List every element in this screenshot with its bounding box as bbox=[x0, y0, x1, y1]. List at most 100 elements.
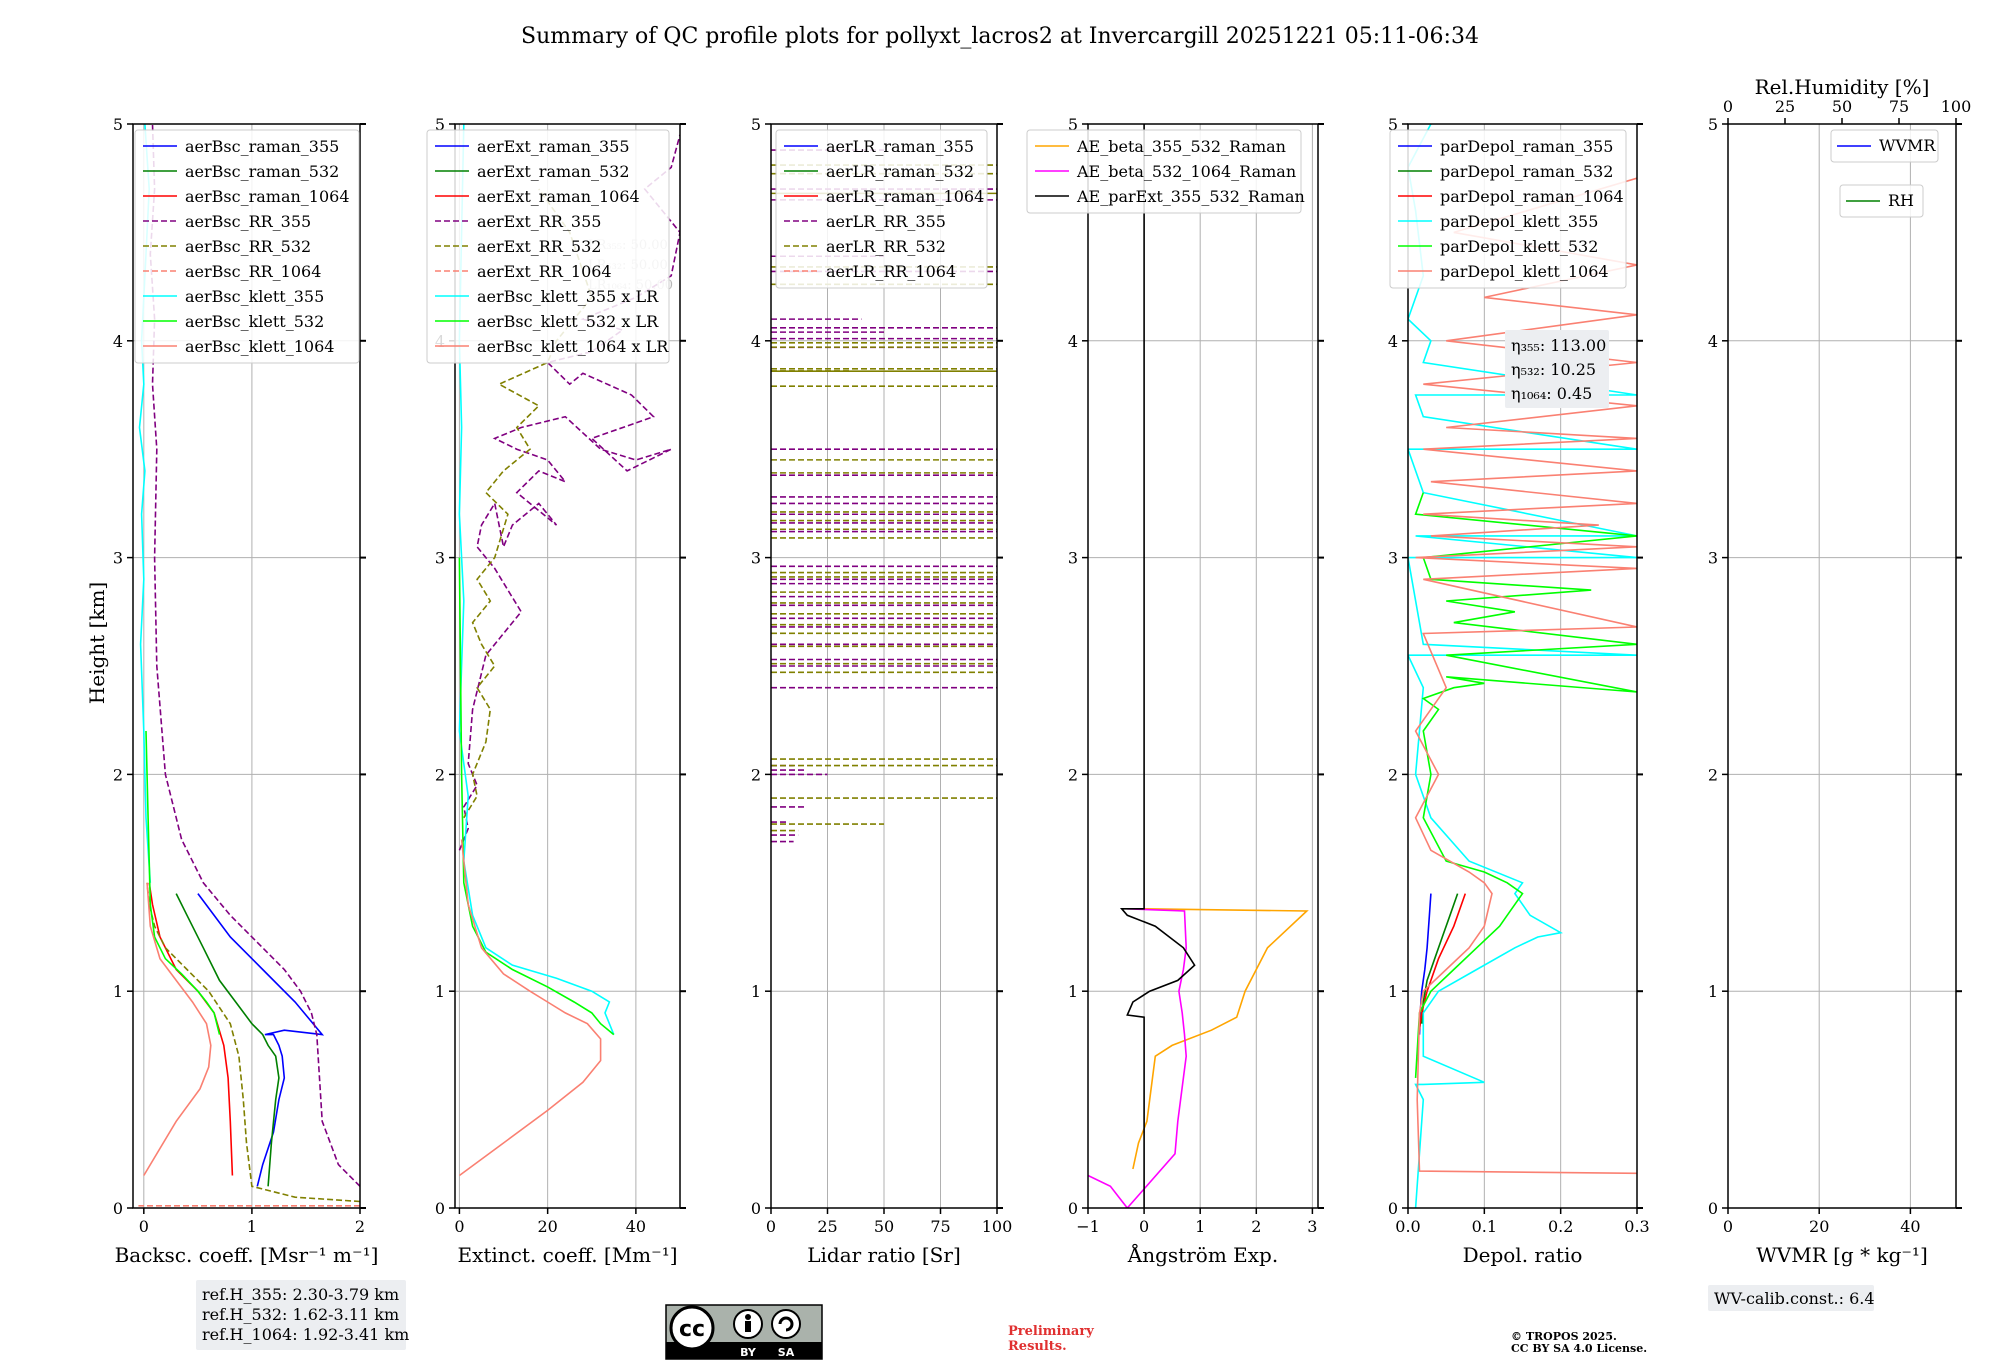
axes-frame bbox=[1727, 123, 1957, 1209]
x-tick-label: 20 bbox=[1809, 1217, 1829, 1236]
ref-h-1064: ref.H_1064: 1.92-3.41 km bbox=[202, 1325, 409, 1344]
eta-annotation: η₃₅₅: 113.00 bbox=[1511, 336, 1606, 355]
y-tick-label: 0 bbox=[1708, 1199, 1718, 1218]
series-line bbox=[148, 882, 234, 1176]
x-tick-label: 50 bbox=[874, 1217, 894, 1236]
legend-label: aerLR_RR_532 bbox=[826, 237, 946, 256]
series-line bbox=[1414, 177, 1637, 1175]
legend-label: RH bbox=[1888, 191, 1914, 210]
legend-label: parDepol_klett_1064 bbox=[1440, 262, 1609, 281]
panel-3: 0 25 50 75 100 0 1 2 3 4 5 Lidar ratio [Sr] aerLR_ra… bbox=[751, 115, 1012, 1267]
legend-label: aerLR_raman_1064 bbox=[826, 187, 984, 206]
legend-label: aerExt_raman_532 bbox=[477, 162, 630, 181]
legend-label: parDepol_raman_532 bbox=[1440, 162, 1613, 181]
x-tick-label: 100 bbox=[982, 1217, 1013, 1236]
top-x-tick-label: 0 bbox=[1723, 97, 1733, 116]
figure-title: Summary of QC profile plots for pollyxt_… bbox=[521, 24, 1479, 49]
legend-label: aerBsc_RR_1064 bbox=[185, 262, 321, 281]
y-tick-label: 1 bbox=[1388, 982, 1398, 1001]
x-tick-label: 0.1 bbox=[1472, 1217, 1497, 1236]
y-tick-label: 0 bbox=[1388, 1199, 1398, 1218]
x-tick-label: 0 bbox=[1723, 1217, 1733, 1236]
copyright-label: © TROPOS 2025. bbox=[1511, 1330, 1617, 1343]
top-x-axis-label: Rel.Humidity [%] bbox=[1755, 75, 1930, 99]
x-tick-label: 2 bbox=[355, 1217, 365, 1236]
x-tick-label: 0.0 bbox=[1395, 1217, 1420, 1236]
y-tick-label: 2 bbox=[751, 765, 761, 784]
y-tick-label: 5 bbox=[1068, 115, 1078, 134]
series-line bbox=[145, 730, 221, 1035]
preliminary-label: Preliminary bbox=[1008, 1324, 1094, 1339]
y-tick-label: 4 bbox=[1068, 332, 1078, 351]
y-tick-label: 4 bbox=[751, 332, 761, 351]
legend-label: AE_parExt_355_532_Raman bbox=[1076, 187, 1305, 206]
depol-annotation-box bbox=[1505, 330, 1609, 408]
y-tick-label: 2 bbox=[1388, 765, 1398, 784]
panel-6: 0 20 40 0 1 2 3 4 5 WVMR [g * kg⁻¹] 0 25 50 75 100 Rel.… bbox=[1708, 75, 1971, 1267]
y-tick-label: 3 bbox=[1388, 549, 1398, 568]
x-tick-label: 1 bbox=[1195, 1217, 1205, 1236]
x-tick-label: 2 bbox=[1251, 1217, 1261, 1236]
y-tick-label: 4 bbox=[1708, 332, 1718, 351]
axes-frame bbox=[1407, 123, 1638, 1209]
top-x-tick-label: 100 bbox=[1941, 97, 1972, 116]
y-tick-label: 5 bbox=[751, 115, 761, 134]
x-tick-label: 40 bbox=[626, 1217, 646, 1236]
series-line bbox=[175, 893, 280, 1187]
x-tick-label: 0 bbox=[139, 1217, 149, 1236]
legend-box bbox=[1026, 129, 1302, 214]
series-line bbox=[1088, 908, 1188, 1208]
x-tick-label: 0 bbox=[1139, 1217, 1149, 1236]
axes-frame bbox=[1087, 123, 1319, 1209]
legend-label: AE_beta_532_1064_Raman bbox=[1076, 162, 1296, 181]
series-line bbox=[143, 882, 212, 1176]
legend: aerLR_raman_355 aerLR_raman_532 aerLR_rama… bbox=[775, 129, 988, 289]
sa-icon bbox=[771, 1309, 801, 1339]
y-tick-label: 2 bbox=[113, 765, 123, 784]
legend-box bbox=[426, 129, 670, 364]
y-tick-label: 3 bbox=[113, 549, 123, 568]
x-axis-label: Lidar ratio [Sr] bbox=[807, 1243, 961, 1267]
legend-label: aerBsc_klett_1064 bbox=[185, 337, 334, 356]
y-tick-label: 3 bbox=[1068, 549, 1078, 568]
legend-label: parDepol_raman_1064 bbox=[1440, 187, 1624, 206]
legend-label: aerBsc_klett_355 x LR bbox=[477, 287, 659, 306]
x-axis-label: Extinct. coeff. [Mm⁻¹] bbox=[457, 1243, 677, 1267]
series-line bbox=[1408, 124, 1637, 1208]
series-line bbox=[1414, 492, 1637, 1078]
x-tick-label: 0.3 bbox=[1624, 1217, 1649, 1236]
y-tick-label: 2 bbox=[1708, 765, 1718, 784]
legend-label: aerLR_raman_532 bbox=[826, 162, 974, 181]
y-axis-label: Height [km] bbox=[85, 582, 109, 704]
y-tick-label: 0 bbox=[435, 1199, 445, 1218]
y-tick-label: 1 bbox=[435, 982, 445, 1001]
legend-box bbox=[134, 129, 360, 364]
panel-2: 02040012345Extinct. coeff. [Mm⁻¹]LR₃₅₅: … bbox=[426, 115, 686, 1267]
panel-5: 0.0 0.1 0.2 0.3 0 1 2 3 4 5 Depol. ratio η₃₅₅: 113.… bbox=[1388, 115, 1650, 1267]
legend-label: aerBsc_RR_532 bbox=[185, 237, 311, 256]
top-x-tick-label: 25 bbox=[1775, 97, 1795, 116]
legend: aerBsc_raman_355 aerBsc_raman_532 aerBsc_r… bbox=[134, 129, 360, 364]
legend-label: aerBsc_raman_355 bbox=[185, 137, 339, 156]
y-tick-label: 0 bbox=[751, 1199, 761, 1218]
y-tick-label: 5 bbox=[113, 115, 123, 134]
y-tick-label: 4 bbox=[113, 332, 123, 351]
x-tick-label: 40 bbox=[1900, 1217, 1920, 1236]
legend: aerExt_raman_355 aerExt_raman_532 aerExt_r… bbox=[426, 129, 670, 364]
y-tick-label: 3 bbox=[1708, 549, 1718, 568]
x-tick-label: 0 bbox=[766, 1217, 776, 1236]
legend-box bbox=[1839, 184, 1924, 218]
y-tick-label: 5 bbox=[1708, 115, 1718, 134]
legend-label: parDepol_raman_355 bbox=[1440, 137, 1613, 156]
y-tick-label: 1 bbox=[113, 982, 123, 1001]
legend-label: aerBsc_RR_355 bbox=[185, 212, 311, 231]
legend: parDepol_raman_355 parDepol_raman_532 parD… bbox=[1389, 129, 1627, 289]
x-tick-label: 25 bbox=[817, 1217, 837, 1236]
legend-label: aerExt_RR_1064 bbox=[477, 262, 612, 281]
legend-label: WVMR bbox=[1879, 136, 1936, 155]
series-line bbox=[149, 124, 360, 1187]
series-line bbox=[458, 557, 615, 1036]
legend-label: aerLR_RR_355 bbox=[826, 212, 946, 231]
top-x-tick-label: 75 bbox=[1889, 97, 1909, 116]
